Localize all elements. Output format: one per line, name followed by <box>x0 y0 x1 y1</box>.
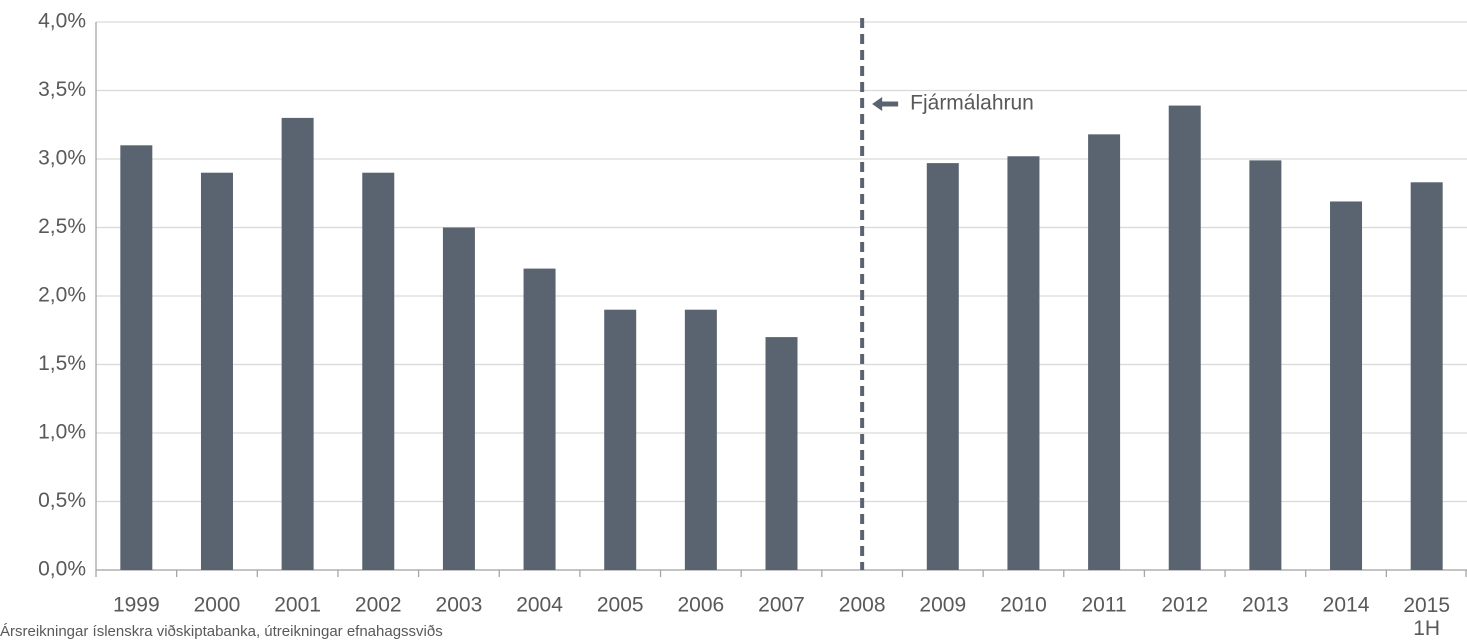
bar <box>442 227 475 570</box>
x-tick-label: 2011 <box>1082 594 1127 617</box>
x-tick-label: 2012 <box>1161 594 1208 617</box>
x-tick-label: 2004 <box>516 594 563 617</box>
bar <box>604 309 637 570</box>
y-tick-label: 2,5% <box>38 215 86 238</box>
y-tick-label: 0,5% <box>38 489 86 512</box>
bar <box>926 163 959 571</box>
bar <box>200 172 233 570</box>
y-tick-label: 1,5% <box>38 352 86 375</box>
x-tick-label: 2003 <box>436 594 483 617</box>
y-tick-label: 0,0% <box>38 558 86 581</box>
y-tick-label: 4,0% <box>38 10 86 33</box>
x-tick-label: 2002 <box>355 594 402 617</box>
x-tick-label: 2008 <box>839 594 886 617</box>
bar <box>1168 105 1201 570</box>
y-tick-label: 3,5% <box>38 78 86 101</box>
x-tick-label: 2010 <box>1000 594 1047 617</box>
annotation-arrow <box>872 97 899 111</box>
x-tick-label: 2014 <box>1323 594 1370 617</box>
bar <box>523 268 556 570</box>
bar <box>1410 182 1443 571</box>
bar <box>1088 134 1121 570</box>
x-tick-label: 2006 <box>677 594 724 617</box>
bar <box>765 337 798 570</box>
bar <box>1007 156 1040 570</box>
bar <box>684 309 717 570</box>
x-tick-label: 2013 <box>1242 594 1289 617</box>
x-tick-label: 2000 <box>194 594 241 617</box>
y-tick-label: 1,0% <box>38 421 86 444</box>
y-tick-label: 3,0% <box>38 147 86 170</box>
x-tick-label: 2009 <box>919 594 966 617</box>
bar <box>362 172 395 570</box>
annotation-text: Fjármálahrun <box>910 92 1034 115</box>
x-tick-label: 2001 <box>274 594 321 617</box>
y-tick-label: 2,0% <box>38 284 86 307</box>
x-tick-label: 2007 <box>758 594 805 617</box>
x-tick-label: 2005 <box>597 594 644 617</box>
x-tick-label: 2015 1H <box>1403 594 1450 640</box>
bar <box>1330 201 1363 570</box>
bar <box>281 117 314 571</box>
x-tick-label: 1999 <box>113 594 160 617</box>
bar <box>120 145 153 571</box>
source-note: Ársreikningar íslenskra viðskiptabanka, … <box>0 623 443 640</box>
bar <box>1249 160 1282 570</box>
